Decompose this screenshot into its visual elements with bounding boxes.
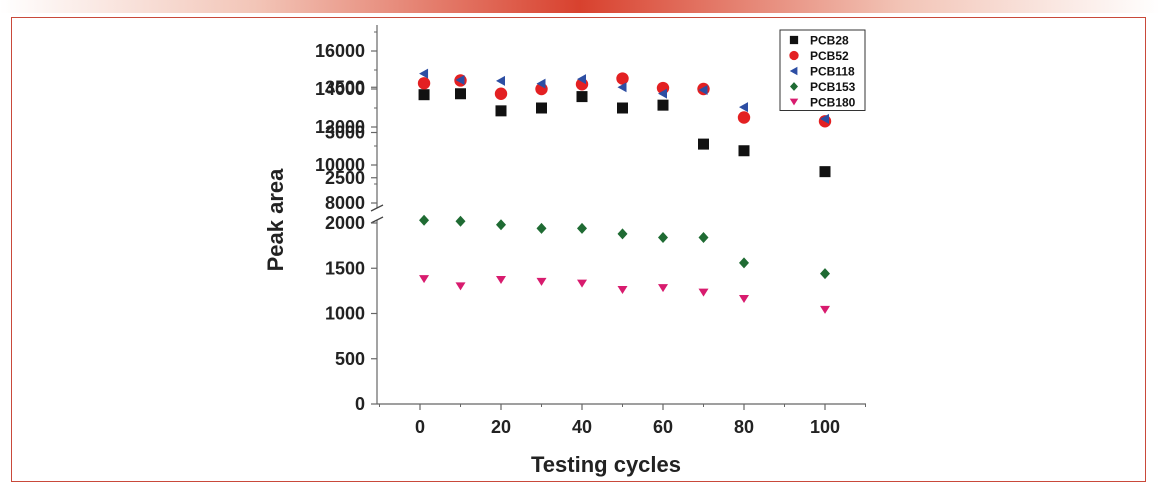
data-point-pcb118 — [496, 75, 505, 86]
data-point-pcb28 — [455, 88, 466, 100]
data-point-pcb118 — [455, 75, 465, 86]
data-point-pcb118 — [658, 88, 667, 99]
data-point-pcb153 — [496, 219, 506, 231]
y-tick-label: 12000 — [315, 117, 365, 137]
data-point-pcb153 — [419, 214, 430, 226]
data-point-pcb153 — [820, 268, 830, 280]
data-point-pcb52 — [616, 72, 629, 85]
y-tick-label: 14000 — [315, 79, 365, 99]
data-point-pcb28 — [536, 102, 547, 114]
header-gradient-bar — [0, 0, 1160, 13]
data-point-pcb118 — [739, 102, 748, 113]
data-point-pcb118 — [536, 78, 546, 89]
data-point-pcb153 — [536, 222, 547, 234]
y-tick-label: 500 — [335, 349, 365, 369]
x-axis-title: Testing cycles — [531, 452, 681, 477]
data-point-pcb118 — [698, 84, 708, 95]
legend-marker-pcb52 — [789, 50, 799, 61]
data-point-pcb118 — [617, 82, 627, 93]
data-point-pcb180 — [536, 277, 547, 286]
y-tick-label: 1500 — [325, 258, 365, 278]
legend-label-pcb52: PCB52 — [810, 49, 849, 63]
y-tick-label: 8000 — [325, 193, 365, 213]
data-point-pcb180 — [739, 295, 749, 304]
x-tick-label: 100 — [810, 417, 840, 437]
y-tick-label: 3500 — [325, 77, 365, 97]
data-point-pcb153 — [658, 231, 668, 243]
axis-break-mark-bottom — [370, 216, 384, 224]
legend-label-pcb153: PCB153 — [810, 80, 856, 94]
data-point-pcb180 — [419, 275, 430, 284]
data-point-pcb180 — [698, 288, 709, 297]
data-point-pcb180 — [617, 285, 628, 294]
data-point-pcb153 — [617, 228, 628, 240]
data-point-pcb28 — [495, 105, 507, 117]
data-point-pcb180 — [658, 284, 668, 293]
y-tick-label: 0 — [355, 394, 365, 414]
data-point-pcb153 — [455, 215, 466, 227]
legend-marker-pcb28 — [789, 35, 799, 45]
figure-frame — [11, 17, 1146, 482]
axis-break-mark-top — [370, 204, 384, 212]
legend-label-pcb180: PCB180 — [810, 96, 856, 110]
data-point-pcb28 — [576, 91, 588, 103]
y-tick-label: 3000 — [325, 123, 365, 143]
data-point-pcb180 — [496, 276, 506, 285]
data-point-pcb52 — [494, 87, 508, 100]
x-tick-label: 20 — [491, 417, 511, 437]
data-point-pcb28 — [738, 145, 750, 157]
data-point-pcb118 — [419, 68, 429, 79]
legend-marker-pcb180 — [789, 98, 799, 106]
legend-label-pcb28: PCB28 — [810, 34, 849, 48]
data-point-pcb153 — [698, 231, 709, 243]
data-point-pcb118 — [577, 74, 586, 85]
data-point-pcb153 — [577, 222, 587, 234]
x-tick-label: 0 — [415, 417, 425, 437]
data-point-pcb28 — [617, 102, 628, 114]
legend-label-pcb118: PCB118 — [810, 65, 855, 79]
data-point-pcb118 — [820, 113, 829, 124]
y-tick-label: 10000 — [315, 155, 365, 175]
data-point-pcb153 — [739, 257, 749, 269]
data-point-pcb52 — [417, 77, 431, 90]
legend-marker-pcb118 — [789, 66, 798, 76]
x-tick-label: 40 — [572, 417, 592, 437]
y-tick-label: 16000 — [315, 41, 365, 61]
data-point-pcb180 — [455, 282, 466, 291]
data-point-pcb28 — [418, 89, 430, 101]
y-tick-label: 1000 — [325, 304, 365, 324]
data-point-pcb180 — [820, 305, 830, 314]
legend-marker-pcb153 — [790, 82, 798, 91]
data-point-pcb28 — [698, 138, 709, 150]
data-point-pcb52 — [737, 111, 751, 124]
y-tick-label: 2500 — [325, 168, 365, 188]
y-axis-title: Peak area — [263, 168, 288, 272]
y-tick-label: 2000 — [325, 213, 365, 233]
data-point-pcb180 — [577, 279, 587, 288]
data-point-pcb28 — [819, 166, 831, 178]
data-point-pcb28 — [657, 99, 669, 111]
x-tick-label: 60 — [653, 417, 673, 437]
x-tick-label: 80 — [734, 417, 754, 437]
